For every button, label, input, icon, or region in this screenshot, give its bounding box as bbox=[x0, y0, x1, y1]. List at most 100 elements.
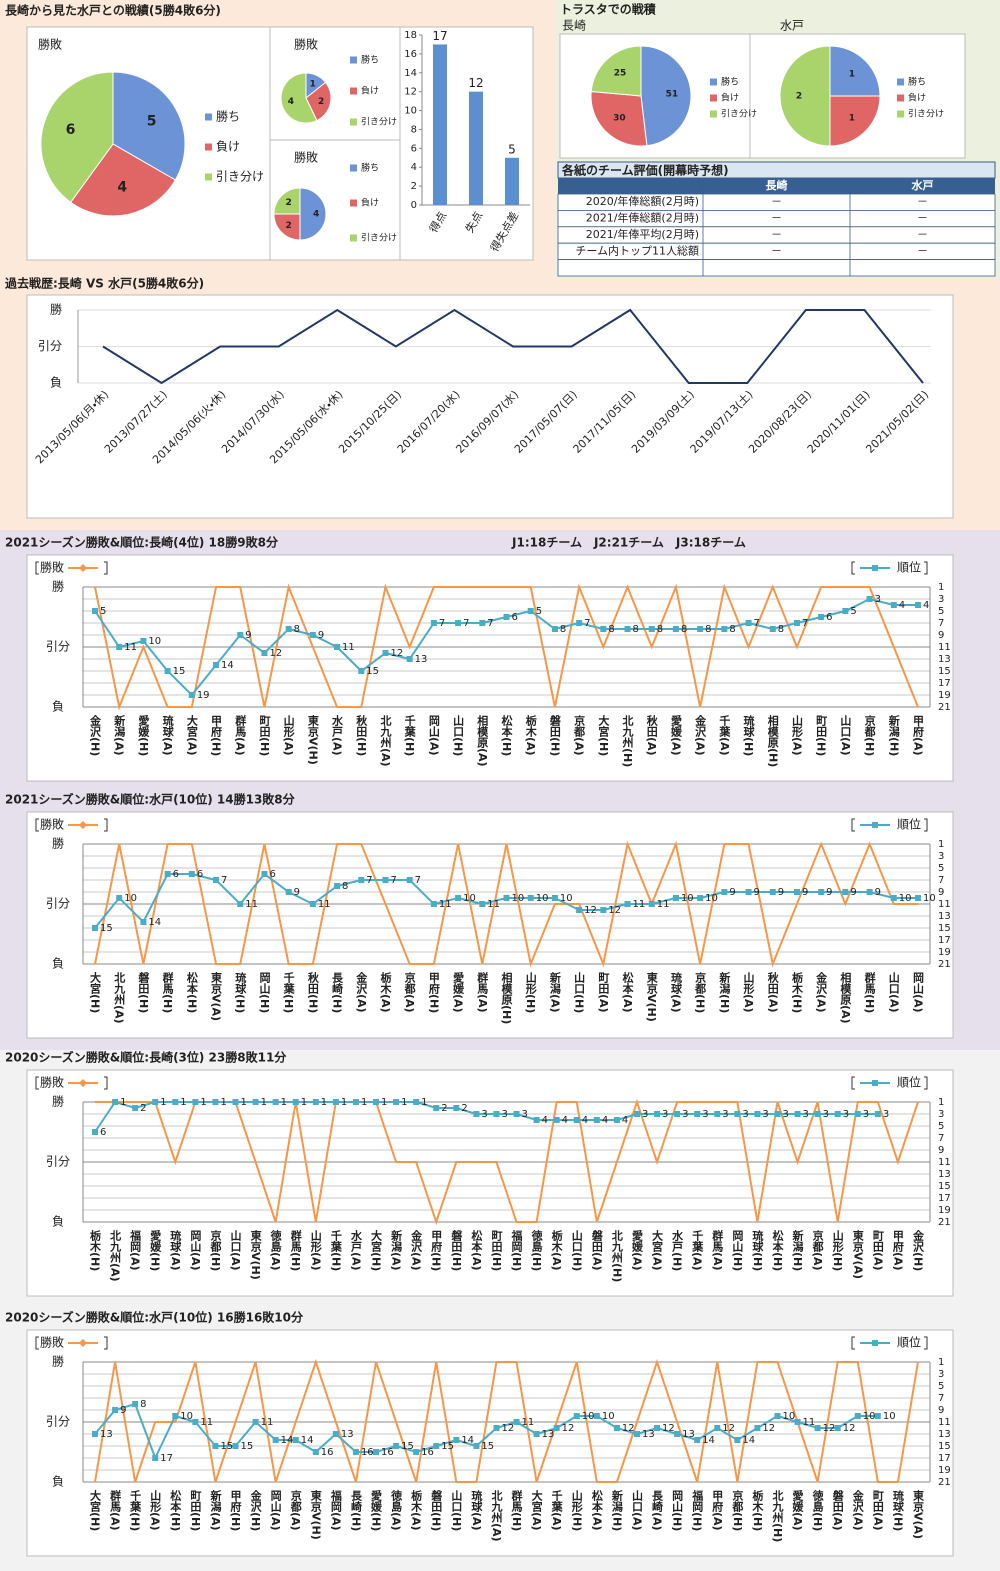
x-tick-label: 琉球(H) bbox=[234, 971, 247, 1014]
x-tick-label: 磐田(H) bbox=[137, 971, 151, 1014]
x-tick-label: 東京V(H) bbox=[309, 1489, 322, 1540]
data-label: 7 bbox=[366, 875, 372, 886]
marker bbox=[654, 1425, 661, 1431]
panel bbox=[26, 1329, 954, 1557]
x-tick-label: 水戸(H) bbox=[671, 1229, 685, 1272]
x-tick-label: 栃木(A) bbox=[524, 714, 538, 756]
marker bbox=[433, 1105, 440, 1111]
data-label: 5 bbox=[508, 142, 516, 156]
marker bbox=[834, 1111, 841, 1117]
marker bbox=[593, 1413, 600, 1419]
pie-slice bbox=[69, 143, 177, 217]
marker bbox=[648, 901, 655, 907]
x-tick-label: 岡山(A) bbox=[269, 1490, 282, 1531]
marker bbox=[312, 1099, 319, 1105]
marker bbox=[674, 1111, 681, 1117]
data-label: 13 bbox=[341, 1429, 354, 1440]
marker bbox=[252, 1419, 259, 1425]
x-tick-label: 徳島(A) bbox=[390, 1489, 404, 1531]
data-label: 9 bbox=[318, 630, 324, 641]
data-label: 4 bbox=[117, 180, 127, 196]
data-label: 11 bbox=[633, 899, 646, 910]
data-label: 3 bbox=[883, 1109, 889, 1120]
marker bbox=[854, 1413, 861, 1419]
x-tick-label: 徳島(H) bbox=[530, 1229, 544, 1272]
marker bbox=[479, 901, 486, 907]
legend-marker bbox=[872, 822, 878, 828]
x-tick-label: 愛媛(H) bbox=[370, 1489, 383, 1532]
data-label: 3 bbox=[682, 1109, 688, 1120]
x-tick-label: 新潟(A) bbox=[390, 1229, 404, 1271]
y-tick-label: 勝 bbox=[50, 302, 62, 317]
y2-tick-label: 7 bbox=[938, 1393, 944, 1404]
marker bbox=[373, 1449, 380, 1455]
marker bbox=[533, 1117, 540, 1123]
data-label: 10 bbox=[148, 636, 161, 647]
marker bbox=[334, 644, 341, 650]
data-label: 9 bbox=[802, 887, 808, 898]
data-label: 14 bbox=[461, 1435, 474, 1446]
data-label: 2 bbox=[285, 221, 291, 231]
x-tick-label: 愛媛(H) bbox=[149, 1229, 162, 1272]
marker bbox=[721, 889, 728, 895]
marker bbox=[890, 602, 897, 608]
x-tick-label: 東京V(A) bbox=[210, 971, 223, 1021]
x-tick-label: 磐田(H) bbox=[450, 1229, 464, 1272]
line-series bbox=[102, 308, 924, 385]
marker bbox=[393, 1443, 400, 1449]
data-label: 5 bbox=[536, 606, 542, 617]
x-tick-label: 町田(A) bbox=[871, 1490, 884, 1531]
x-tick-label: 東京V(A) bbox=[851, 1229, 864, 1279]
data-label: 10 bbox=[512, 893, 525, 904]
marker bbox=[694, 1437, 701, 1443]
data-label: 1 bbox=[310, 80, 316, 90]
marker bbox=[672, 626, 679, 632]
marker bbox=[172, 1413, 179, 1419]
data-label: 3 bbox=[522, 1109, 528, 1120]
x-tick-label: 愛媛(A) bbox=[452, 971, 465, 1013]
pie-slice bbox=[299, 187, 327, 241]
table-row bbox=[557, 259, 996, 277]
marker bbox=[721, 626, 728, 632]
y2-tick-label: 13 bbox=[938, 911, 951, 922]
data-label: 12 bbox=[608, 905, 621, 916]
bracket bbox=[35, 561, 108, 575]
marker bbox=[172, 1099, 179, 1105]
marker bbox=[769, 626, 776, 632]
marker bbox=[513, 1419, 520, 1425]
data-label: 6 bbox=[66, 122, 76, 138]
data-label: 3 bbox=[642, 1109, 648, 1120]
marker bbox=[164, 668, 171, 674]
marker bbox=[382, 650, 389, 656]
cell: － bbox=[771, 244, 782, 257]
y2-tick-label: 7 bbox=[938, 1133, 944, 1144]
legend-label: 負け bbox=[908, 92, 926, 104]
marker bbox=[393, 1099, 400, 1105]
legend-marker bbox=[79, 1339, 87, 1347]
chart-title: 勝敗 bbox=[294, 37, 318, 52]
data-label: 9 bbox=[754, 887, 760, 898]
y2-tick-label: 11 bbox=[938, 899, 951, 910]
marker bbox=[734, 1111, 741, 1117]
legend-swatch bbox=[710, 94, 717, 102]
marker bbox=[453, 1437, 460, 1443]
marker bbox=[116, 895, 123, 901]
x-tick-label: 町田(H) bbox=[490, 1230, 503, 1272]
y2-tick-label: 7 bbox=[938, 618, 944, 629]
legend-label: 勝ち bbox=[216, 109, 240, 124]
marker bbox=[814, 1111, 821, 1117]
bar bbox=[505, 157, 519, 205]
y2-tick-label: 1 bbox=[938, 582, 944, 593]
pie-slice bbox=[829, 95, 881, 147]
row-label: 2020/年俸総額(2月時) bbox=[586, 194, 699, 208]
y2-tick-label: 11 bbox=[938, 1417, 951, 1428]
data-label: 11 bbox=[200, 1417, 213, 1428]
data-label: 11 bbox=[342, 642, 355, 653]
marker bbox=[237, 632, 244, 638]
marker bbox=[842, 608, 849, 614]
x-tick-label: 水戸(A) bbox=[349, 1229, 363, 1271]
data-label: 2 bbox=[140, 1103, 146, 1114]
marker bbox=[212, 1443, 219, 1449]
marker bbox=[576, 620, 583, 626]
marker bbox=[714, 1425, 721, 1431]
